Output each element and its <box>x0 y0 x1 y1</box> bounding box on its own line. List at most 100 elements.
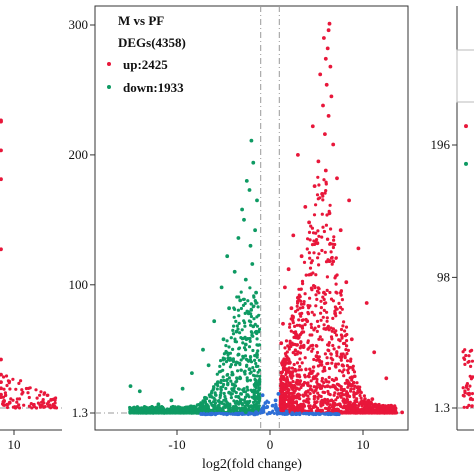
up-point-cloud <box>303 356 307 360</box>
down-point-cloud <box>248 339 252 343</box>
up-point-cloud <box>312 357 316 362</box>
up-point-cloud <box>348 376 352 380</box>
not_significant-point <box>284 409 289 414</box>
down-point-cloud <box>250 409 254 413</box>
down-point-cloud <box>197 407 201 411</box>
up-point-cloud <box>358 411 362 415</box>
up-point-cloud <box>304 273 308 277</box>
up-point-cloud <box>307 384 311 388</box>
up-point-cloud <box>321 198 325 202</box>
up-point-cloud <box>295 323 299 327</box>
up-point-cloud <box>302 394 306 398</box>
down-point <box>246 311 251 316</box>
up-point-cloud <box>303 323 307 327</box>
up-point-cloud <box>316 406 320 411</box>
y-tick-label: 196 <box>431 137 451 152</box>
up-point-cloud <box>283 363 287 367</box>
up-point-cloud <box>308 367 312 371</box>
up-point <box>283 285 287 290</box>
down-point-cloud <box>227 345 231 349</box>
up-point-cloud <box>469 364 473 368</box>
up-point-cloud <box>316 229 320 233</box>
down-point-cloud <box>229 379 233 383</box>
up-point <box>300 406 305 411</box>
down-point-cloud <box>247 345 252 349</box>
up-point-cloud <box>316 175 320 179</box>
down-point-cloud <box>183 406 188 410</box>
up-point-cloud <box>329 326 333 330</box>
up-point-cloud <box>297 335 301 339</box>
down-point-cloud <box>239 368 243 372</box>
not-significant-point-cloud <box>259 410 262 414</box>
up-point <box>331 259 336 264</box>
up-point-cloud <box>282 377 286 381</box>
up-point-cloud <box>338 311 342 315</box>
up-point-cloud <box>327 366 332 371</box>
up-point-cloud <box>310 310 314 314</box>
down-point-cloud <box>232 383 236 387</box>
up-point-cloud <box>5 405 10 410</box>
up-point-cloud <box>351 411 355 415</box>
down-point-cloud <box>234 319 238 323</box>
up-point-cloud <box>279 394 283 398</box>
center-volcano-panel: -10 0 10 1.3 100 200 300 log2(fold change) M … <box>69 5 409 472</box>
up-point-cloud <box>394 411 398 415</box>
up-point-cloud <box>385 407 389 411</box>
up-point-cloud <box>354 403 358 408</box>
up-point-cloud <box>465 382 469 386</box>
up-point-cloud <box>355 381 359 385</box>
up-point <box>335 176 339 181</box>
up-point <box>372 350 377 355</box>
down-point-cloud <box>225 379 229 383</box>
down-point-cloud <box>218 393 223 398</box>
down-point-cloud <box>257 358 261 362</box>
up-point-cloud <box>325 362 329 366</box>
up-point <box>279 341 284 346</box>
down-point <box>240 207 245 212</box>
down-point-cloud <box>233 408 237 412</box>
up-point <box>351 407 356 412</box>
up-point <box>329 94 334 99</box>
up-point-cloud <box>322 323 326 327</box>
down-point-cloud <box>252 369 256 373</box>
down-point-cloud <box>257 313 261 317</box>
up-point-cloud <box>315 319 320 323</box>
not_significant-point <box>273 398 278 403</box>
up-point-cloud <box>317 234 321 238</box>
up-point-cloud <box>324 182 328 186</box>
up-point-cloud <box>3 393 8 398</box>
not-significant-point-cloud <box>274 403 278 407</box>
up-point-cloud <box>330 398 334 402</box>
not_significant-point <box>333 412 337 416</box>
not_significant-point <box>276 392 281 396</box>
up-point <box>286 358 291 362</box>
up-point-cloud <box>295 373 299 377</box>
up-point-cloud <box>309 322 313 326</box>
up-point-cloud <box>371 407 375 411</box>
up-point-cloud <box>286 380 290 384</box>
down-point-cloud <box>249 370 253 374</box>
up-point-cloud <box>307 375 311 379</box>
down-point-cloud <box>231 388 235 392</box>
not-significant-point-cloud <box>225 413 229 416</box>
up-point <box>328 64 333 69</box>
up-point-cloud <box>6 402 10 406</box>
up-point-cloud <box>319 402 323 406</box>
up-point-cloud <box>311 405 315 409</box>
left-points <box>0 118 59 410</box>
up-point-cloud <box>316 396 320 400</box>
up-point-cloud <box>308 296 312 300</box>
up-point-cloud <box>365 400 369 405</box>
not-significant-point-cloud <box>278 412 282 416</box>
up-point-cloud <box>319 299 323 303</box>
up-point-cloud <box>333 391 337 395</box>
up-point-cloud <box>464 353 468 358</box>
not-significant-point-cloud <box>272 412 276 415</box>
up-point-cloud <box>321 225 325 229</box>
up-point-cloud <box>314 203 318 207</box>
down-point <box>216 380 220 385</box>
down-point <box>232 269 237 274</box>
down-point-cloud <box>177 406 181 410</box>
down-point-cloud <box>213 406 217 410</box>
up-point-cloud <box>336 383 340 387</box>
